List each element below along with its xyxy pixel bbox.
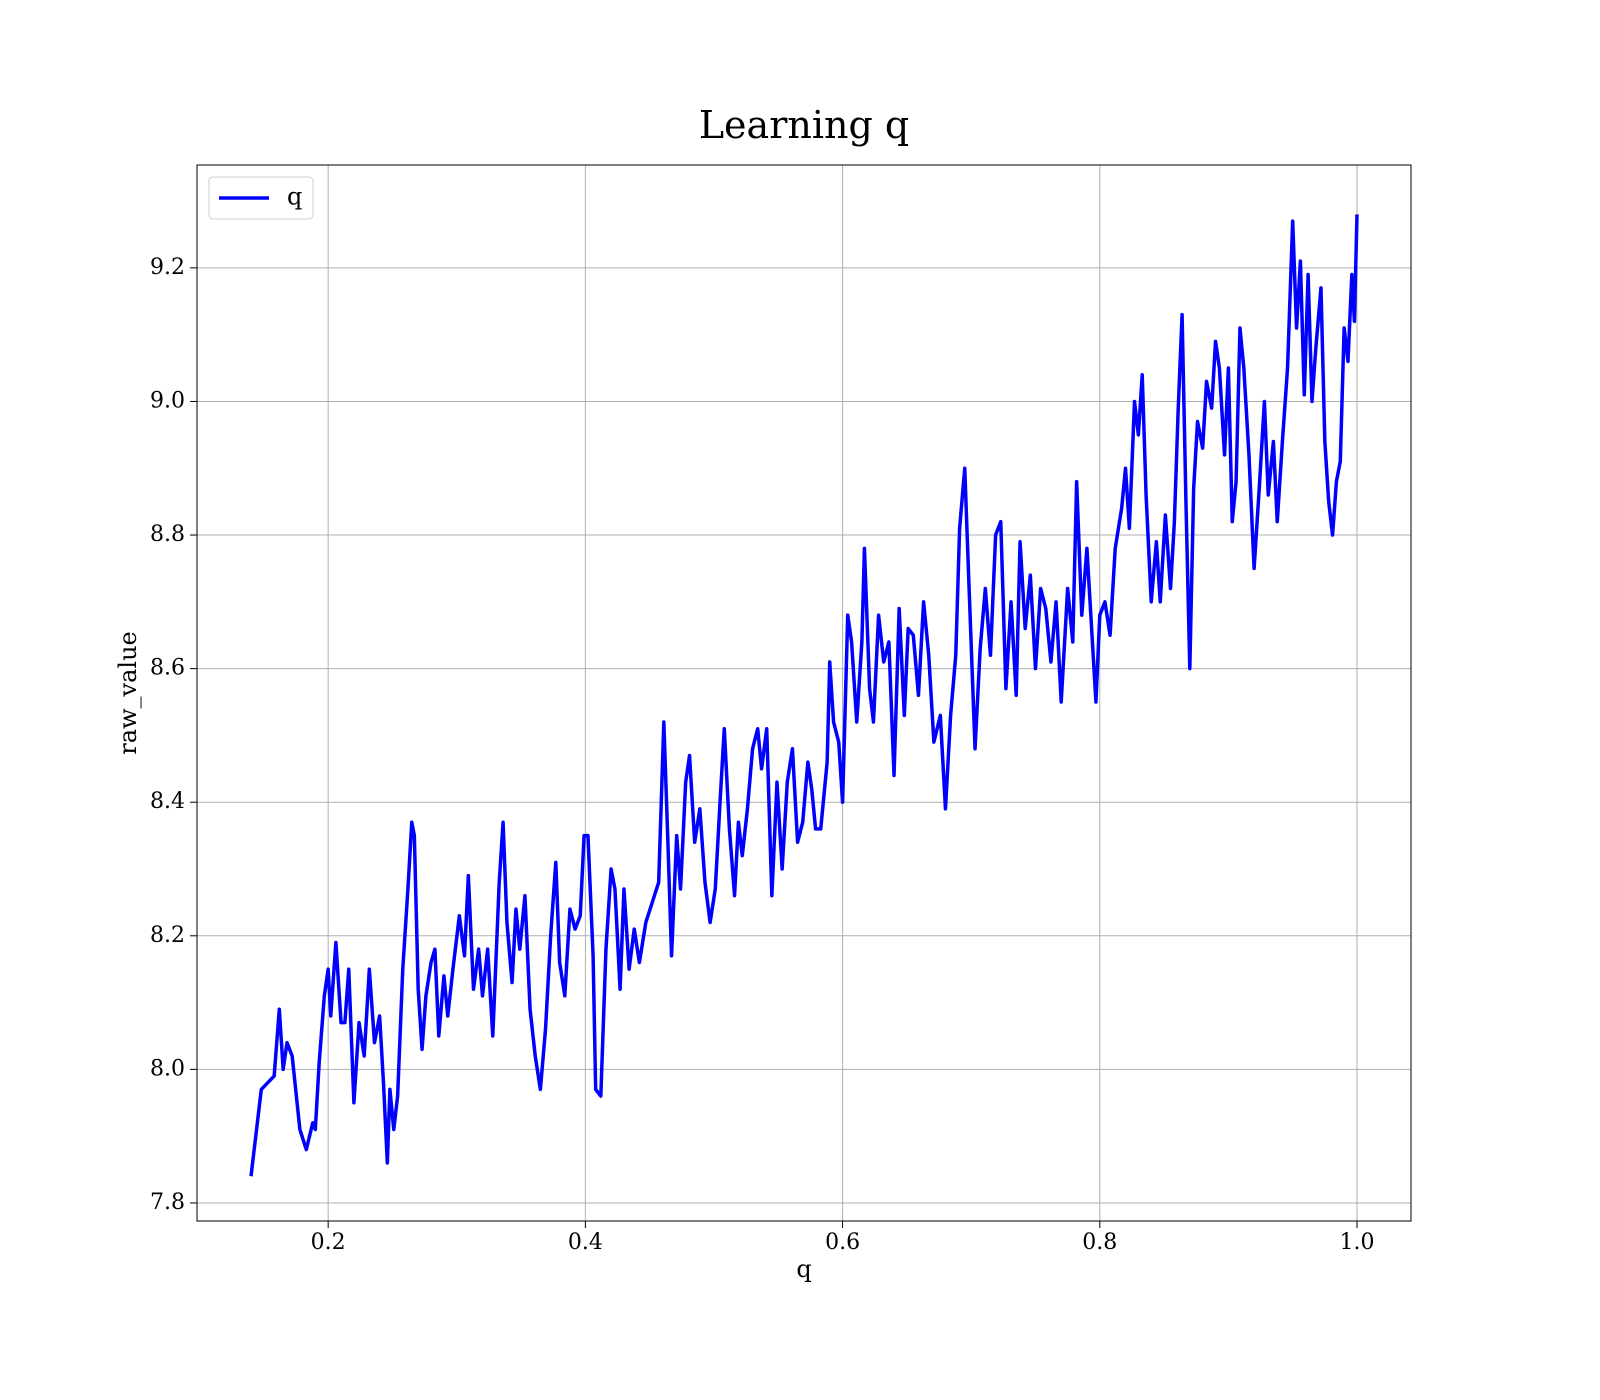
y-tick-label: 9.2 — [150, 255, 185, 280]
legend-label: q — [287, 183, 302, 211]
chart-title: Learning q — [699, 103, 909, 147]
y-tick-label: 8.6 — [150, 656, 185, 681]
x-tick-label: 0.6 — [825, 1230, 860, 1255]
x-tick-label: 0.4 — [568, 1230, 603, 1255]
data-line — [249, 214, 1359, 1177]
x-tick-label: 0.8 — [1082, 1230, 1117, 1255]
y-tick-label: 9.0 — [150, 388, 185, 413]
legend: q — [208, 176, 314, 220]
y-axis-label: raw_value — [114, 631, 142, 755]
y-tick-label: 8.0 — [150, 1056, 185, 1081]
x-tick-label: 0.2 — [311, 1230, 346, 1255]
y-tick-label: 8.8 — [150, 522, 185, 547]
plot-frame — [196, 164, 1412, 1222]
x-tick-label: 1.0 — [1339, 1230, 1374, 1255]
y-tick-label: 8.4 — [150, 789, 185, 814]
x-axis-label: q — [796, 1255, 811, 1283]
y-tick-label: 7.8 — [150, 1190, 185, 1215]
y-tick-label: 8.2 — [150, 923, 185, 948]
